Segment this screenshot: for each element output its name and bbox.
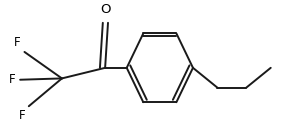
Text: F: F xyxy=(14,36,20,49)
Text: O: O xyxy=(100,3,111,16)
Text: F: F xyxy=(9,73,16,86)
Text: F: F xyxy=(19,109,26,122)
